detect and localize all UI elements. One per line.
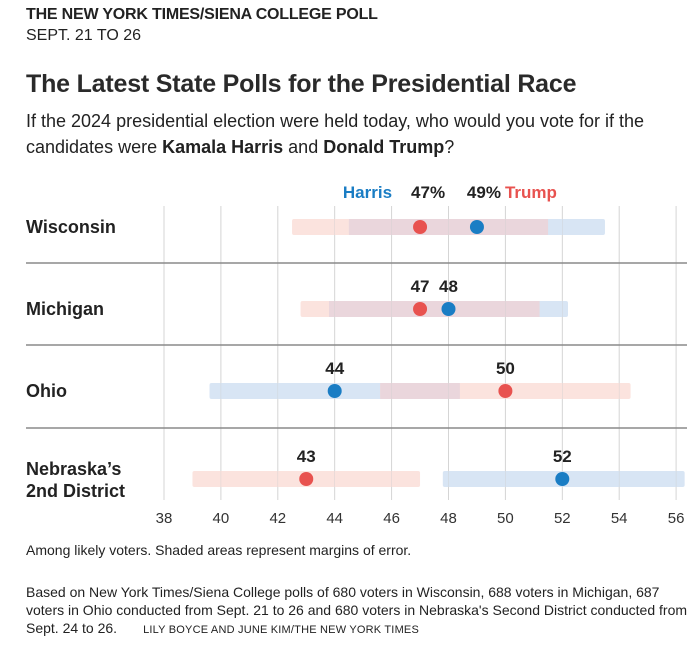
row-label: Ohio — [26, 381, 67, 401]
poll-date: SEPT. 21 TO 26 — [26, 27, 142, 44]
row-label: Nebraska’s — [26, 459, 121, 479]
x-tick-label: 54 — [611, 510, 628, 527]
harris-dot — [441, 302, 456, 316]
x-tick-label: 52 — [554, 510, 571, 527]
harris-dot — [469, 220, 484, 234]
x-tick-label: 56 — [668, 510, 685, 527]
legend-trump: Trump — [505, 183, 557, 202]
trump-dot — [299, 472, 314, 486]
row-label: Michigan — [26, 299, 104, 319]
margin-overlap-band — [380, 383, 460, 399]
subtitle-text: ? — [444, 137, 455, 157]
value-label: 49% — [467, 183, 501, 202]
x-tick-label: 46 — [383, 510, 400, 527]
credit: LILY BOYCE AND JUNE KIM/THE NEW YORK TIM… — [143, 624, 420, 636]
x-tick-label: 40 — [213, 510, 230, 527]
margin-overlap-band — [329, 301, 540, 317]
harris-dot — [327, 384, 342, 398]
row-label: 2nd District — [26, 481, 125, 501]
x-tick-label: 48 — [440, 510, 457, 527]
poll-kicker: THE NEW YORK TIMES/SIENA COLLEGE POLL — [26, 6, 378, 23]
harris-dot — [555, 472, 570, 486]
value-label: 50 — [496, 359, 515, 378]
legend-harris: Harris — [343, 183, 392, 202]
chart-title: The Latest State Polls for the President… — [26, 70, 577, 98]
value-label: 52 — [553, 447, 572, 466]
subtitle-text: and — [283, 137, 324, 157]
x-tick-label: 44 — [326, 510, 343, 527]
chart-subtitle: If the 2024 presidential election were h… — [26, 108, 686, 160]
value-label: 43 — [297, 447, 316, 466]
x-tick-label: 50 — [497, 510, 514, 527]
trump-dot — [413, 220, 428, 234]
x-tick-label: 42 — [269, 510, 286, 527]
chart-note: Among likely voters. Shaded areas repres… — [26, 542, 412, 558]
value-label: 44 — [325, 359, 344, 378]
value-label: 47% — [411, 183, 445, 202]
source-text: Based on New York Times/Siena College po… — [26, 584, 688, 636]
value-label: 48 — [439, 277, 458, 296]
subtitle-text: If the 2024 presidential election were h… — [26, 111, 645, 157]
trump-dot — [413, 302, 428, 316]
poll-chart: Wisconsin Michigan 47 48 Ohio 44 50 Nebraska’s2… — [26, 183, 687, 527]
value-label: 47 — [411, 277, 430, 296]
subtitle-trump: Donald Trump — [323, 137, 445, 157]
subtitle-harris: Kamala Harris — [162, 137, 284, 157]
x-tick-label: 38 — [156, 510, 173, 527]
row-label: Wisconsin — [26, 217, 116, 237]
trump-dot — [498, 384, 513, 398]
chart-source: Based on New York Times/Siena College po… — [26, 583, 696, 639]
